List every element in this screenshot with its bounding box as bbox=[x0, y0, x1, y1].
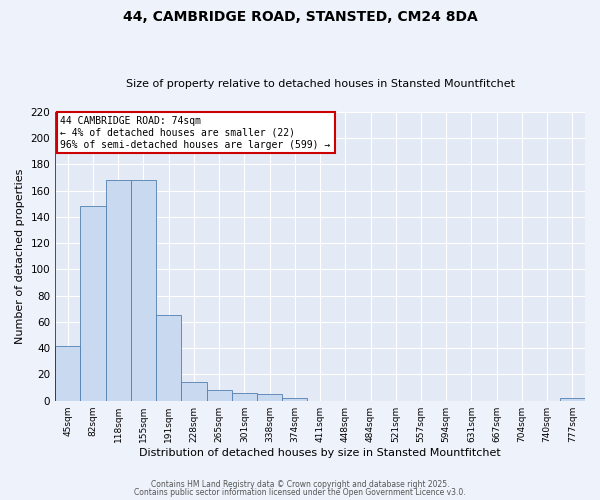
Bar bbox=[106, 180, 131, 400]
Title: Size of property relative to detached houses in Stansted Mountfitchet: Size of property relative to detached ho… bbox=[125, 79, 515, 89]
Bar bbox=[282, 398, 307, 400]
Bar bbox=[131, 180, 156, 400]
Bar bbox=[156, 316, 181, 400]
Text: Contains HM Land Registry data © Crown copyright and database right 2025.: Contains HM Land Registry data © Crown c… bbox=[151, 480, 449, 489]
Bar bbox=[560, 398, 585, 400]
Bar bbox=[232, 393, 257, 400]
Text: 44, CAMBRIDGE ROAD, STANSTED, CM24 8DA: 44, CAMBRIDGE ROAD, STANSTED, CM24 8DA bbox=[122, 10, 478, 24]
Bar bbox=[181, 382, 206, 400]
Bar bbox=[257, 394, 282, 400]
Text: Contains public sector information licensed under the Open Government Licence v3: Contains public sector information licen… bbox=[134, 488, 466, 497]
Text: 44 CAMBRIDGE ROAD: 74sqm
← 4% of detached houses are smaller (22)
96% of semi-de: 44 CAMBRIDGE ROAD: 74sqm ← 4% of detache… bbox=[61, 116, 331, 150]
Bar bbox=[55, 346, 80, 401]
X-axis label: Distribution of detached houses by size in Stansted Mountfitchet: Distribution of detached houses by size … bbox=[139, 448, 501, 458]
Y-axis label: Number of detached properties: Number of detached properties bbox=[15, 168, 25, 344]
Bar bbox=[80, 206, 106, 400]
Bar bbox=[206, 390, 232, 400]
